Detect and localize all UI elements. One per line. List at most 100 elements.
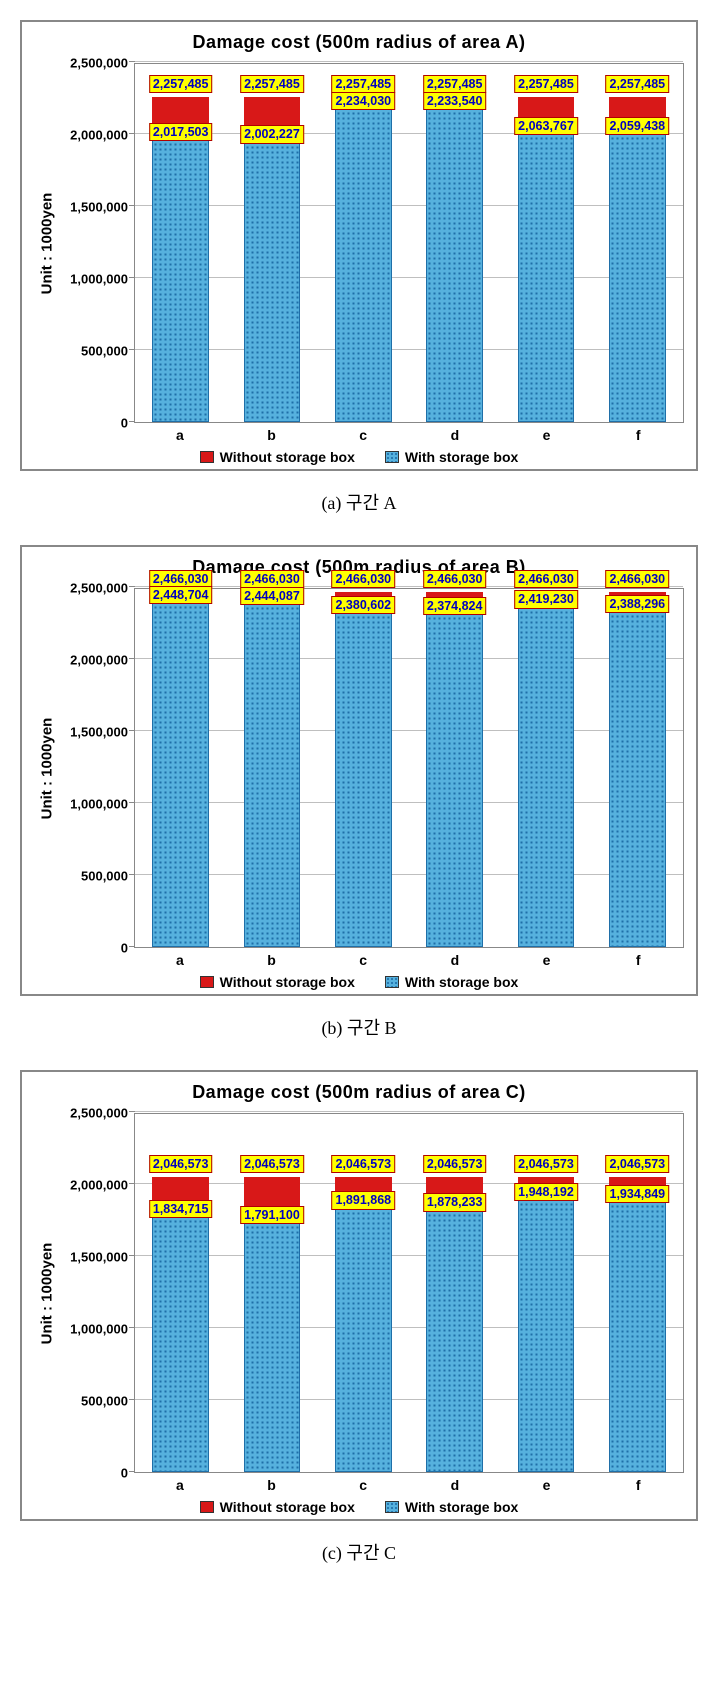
chart-figure: Damage cost (500m radius of area A) Unit … — [20, 20, 698, 515]
bar-top-label: 2,257,485 — [423, 75, 487, 93]
bar-mid-label: 1,948,192 — [514, 1183, 578, 1201]
bar-slot: 2,257,4852,017,503 — [135, 97, 226, 422]
bar-mid-label: 1,891,868 — [332, 1191, 396, 1209]
ylabel-col: Unit : 1000yen — [34, 63, 60, 423]
bar-slot: 2,466,0302,448,704 — [135, 592, 226, 947]
bar-top-label: 2,046,573 — [240, 1155, 304, 1173]
bar-stack: 2,466,0302,444,087 — [244, 592, 301, 947]
bar-top-label: 2,046,573 — [149, 1155, 213, 1173]
chart-title: Damage cost (500m radius of area A) — [34, 32, 684, 53]
gridline — [135, 586, 683, 587]
ytick-label: 0 — [121, 1466, 128, 1481]
bar-stack: 2,046,5731,891,868 — [335, 1177, 392, 1472]
x-axis-label: e — [501, 1473, 593, 1493]
bar-top-label: 2,257,485 — [149, 75, 213, 93]
bar-top-label: 2,466,030 — [240, 570, 304, 588]
bar-segment-with — [518, 125, 575, 422]
bar-segment-with — [609, 1193, 666, 1472]
bars-row: 2,046,5731,834,7152,046,5731,791,1002,04… — [135, 1114, 683, 1472]
ytick-label: 1,500,000 — [70, 1250, 128, 1265]
x-axis-label: a — [134, 423, 226, 443]
x-axis-label: d — [409, 1473, 501, 1493]
chart-figure: Damage cost (500m radius of area C)Unit … — [20, 1070, 698, 1565]
bar-slot: 2,466,0302,419,230 — [500, 592, 591, 947]
x-axis-label: f — [592, 423, 684, 443]
plot-row: Unit : 1000yen0500,0001,000,0001,500,000… — [34, 588, 684, 948]
ytick-col: 0500,0001,000,0001,500,0002,000,0002,500… — [60, 1113, 134, 1473]
bar-segment-with — [518, 1191, 575, 1472]
bar-slot: 2,466,0302,374,824 — [409, 592, 500, 947]
legend-swatch-icon — [385, 451, 399, 463]
bar-stack: 2,046,5731,791,100 — [244, 1177, 301, 1472]
bar-stack: 2,046,5731,878,233 — [426, 1177, 483, 1472]
bar-mid-label: 2,448,704 — [149, 586, 213, 604]
figure-caption: (c) 구간 C — [20, 1539, 698, 1565]
ytick-label: 2,000,000 — [70, 653, 128, 668]
y-axis-label: Unit : 1000yen — [39, 717, 56, 819]
bar-stack: 2,466,0302,419,230 — [518, 592, 575, 947]
bar-segment-with — [609, 125, 666, 422]
y-axis-label: Unit : 1000yen — [39, 1242, 56, 1344]
x-axis-label: c — [317, 423, 409, 443]
x-axis-label: e — [501, 948, 593, 968]
bar-slot: 2,046,5731,834,715 — [135, 1177, 226, 1472]
ytick-label: 500,000 — [81, 869, 128, 884]
ytick-label: 2,500,000 — [70, 1106, 128, 1121]
xaxis-row: abcdef — [134, 1473, 684, 1493]
legend-label: Without storage box — [220, 449, 355, 465]
x-axis-label: b — [226, 948, 318, 968]
legend-label: Without storage box — [220, 974, 355, 990]
bar-mid-label: 2,374,824 — [423, 597, 487, 615]
bar-mid-label: 2,059,438 — [605, 117, 669, 135]
legend-item-without: Without storage box — [200, 974, 355, 990]
x-axis-label: b — [226, 1473, 318, 1493]
bar-mid-label: 1,878,233 — [423, 1193, 487, 1211]
bar-segment-with — [518, 599, 575, 947]
bar-segment-with — [152, 1208, 209, 1472]
bar-stack: 2,046,5731,934,849 — [609, 1177, 666, 1472]
legend-label: With storage box — [405, 1499, 518, 1515]
bar-top-label: 2,046,573 — [605, 1155, 669, 1173]
bar-segment-with — [152, 131, 209, 422]
bar-slot: 2,466,0302,388,296 — [592, 592, 683, 947]
legend: Without storage boxWith storage box — [34, 1499, 684, 1515]
bar-mid-label: 2,388,296 — [605, 595, 669, 613]
bar-segment-with — [426, 605, 483, 947]
plot-area: 2,046,5731,834,7152,046,5731,791,1002,04… — [134, 1113, 684, 1473]
ytick-col: 0500,0001,000,0001,500,0002,000,0002,500… — [60, 588, 134, 948]
ytick-col: 0500,0001,000,0001,500,0002,000,0002,500… — [60, 63, 134, 423]
bar-stack: 2,466,0302,380,602 — [335, 592, 392, 947]
x-axis-label: f — [592, 1473, 684, 1493]
bar-slot: 2,257,4852,002,227 — [226, 97, 317, 422]
figure-caption: (b) 구간 B — [20, 1014, 698, 1040]
x-axis-label: a — [134, 948, 226, 968]
ytick-label: 2,000,000 — [70, 128, 128, 143]
legend-item-without: Without storage box — [200, 449, 355, 465]
gridline — [135, 1111, 683, 1112]
bar-mid-label: 1,834,715 — [149, 1200, 213, 1218]
x-axis-label: d — [409, 948, 501, 968]
bar-stack: 2,466,0302,448,704 — [152, 592, 209, 947]
x-axis-label: f — [592, 948, 684, 968]
legend: Without storage boxWith storage box — [34, 974, 684, 990]
bar-slot: 2,257,4852,059,438 — [592, 97, 683, 422]
bar-stack: 2,257,4852,002,227 — [244, 97, 301, 422]
x-axis-label: e — [501, 423, 593, 443]
xaxis-row: abcdef — [134, 423, 684, 443]
bar-slot: 2,046,5731,878,233 — [409, 1177, 500, 1472]
bar-segment-with — [244, 1214, 301, 1472]
bar-slot: 2,046,5731,948,192 — [500, 1177, 591, 1472]
bar-segment-with — [152, 594, 209, 947]
bar-top-label: 2,046,573 — [514, 1155, 578, 1173]
ytick-label: 1,500,000 — [70, 200, 128, 215]
ytick-label: 0 — [121, 941, 128, 956]
bar-slot: 2,466,0302,380,602 — [318, 592, 409, 947]
bar-segment-with — [335, 100, 392, 422]
bar-segment-with — [609, 603, 666, 947]
legend-item-with: With storage box — [385, 449, 518, 465]
ylabel-col: Unit : 1000yen — [34, 1113, 60, 1473]
legend-swatch-icon — [200, 1501, 214, 1513]
bar-top-label: 2,257,485 — [514, 75, 578, 93]
bar-segment-with — [244, 595, 301, 947]
bar-mid-label: 2,233,540 — [423, 92, 487, 110]
